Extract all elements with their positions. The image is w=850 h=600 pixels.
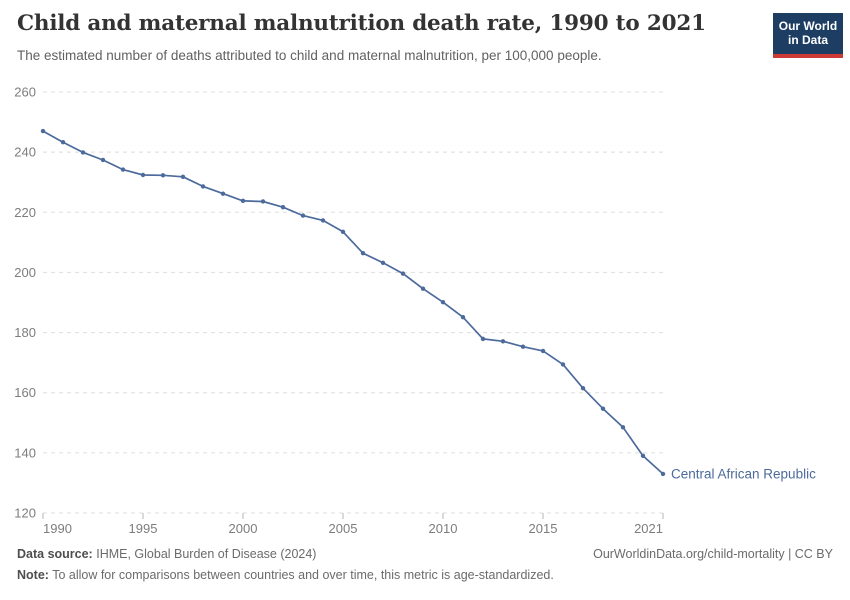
chart-footer: Data source: IHME, Global Burden of Dise… xyxy=(17,544,833,587)
owid-logo[interactable]: Our World in Data xyxy=(773,13,843,58)
data-point-marker[interactable] xyxy=(380,260,386,266)
note-line: Note: To allow for comparisons between c… xyxy=(17,565,833,586)
data-point-marker[interactable] xyxy=(320,218,326,223)
y-axis-tick-label: 180 xyxy=(14,325,36,340)
data-point-marker[interactable] xyxy=(440,299,446,305)
data-point-marker[interactable] xyxy=(80,150,86,155)
data-point-marker[interactable] xyxy=(160,173,166,178)
x-axis-tick-label: 2015 xyxy=(529,521,558,536)
data-point-marker[interactable] xyxy=(180,174,186,180)
data-point-marker[interactable] xyxy=(600,406,606,411)
footer-url[interactable]: OurWorldinData.org/child-mortality | CC … xyxy=(593,547,833,561)
owid-logo-line2: in Data xyxy=(787,33,828,48)
y-axis-tick-label: 200 xyxy=(14,265,36,280)
note-value: To allow for comparisons between countri… xyxy=(52,568,554,583)
data-point-marker[interactable] xyxy=(200,184,206,189)
y-axis-tick-label: 240 xyxy=(14,145,36,160)
series-end-label[interactable]: Central African Republic xyxy=(671,466,816,481)
data-point-marker[interactable] xyxy=(480,336,486,342)
data-point-marker[interactable] xyxy=(220,191,226,196)
data-point-marker[interactable] xyxy=(540,348,546,354)
data-point-marker[interactable] xyxy=(620,425,626,430)
data-point-marker[interactable] xyxy=(420,286,426,291)
data-point-marker[interactable] xyxy=(460,315,466,320)
data-point-marker[interactable] xyxy=(140,172,146,178)
note-label: Note: xyxy=(17,568,49,583)
series-line[interactable] xyxy=(42,130,664,475)
data-point-marker[interactable] xyxy=(100,157,106,163)
data-point-marker[interactable] xyxy=(280,204,286,210)
data-point-marker[interactable] xyxy=(340,229,346,235)
y-axis-tick-label: 140 xyxy=(14,445,36,460)
data-source-line: Data source: IHME, Global Burden of Dise… xyxy=(17,544,316,565)
data-source-value: IHME, Global Burden of Disease (2024) xyxy=(96,547,317,561)
data-point-marker[interactable] xyxy=(260,199,266,204)
data-point-marker[interactable] xyxy=(400,271,406,276)
y-axis-tick-label: 220 xyxy=(14,205,36,220)
x-axis-tick-label: 2000 xyxy=(229,521,258,536)
data-point-marker[interactable] xyxy=(60,140,66,145)
x-axis-tick-label: 1995 xyxy=(129,521,158,536)
data-point-marker[interactable] xyxy=(240,198,246,204)
data-point-marker[interactable] xyxy=(560,362,566,367)
x-axis-tick-label: 2021 xyxy=(634,521,663,536)
data-source-label: Data source: xyxy=(17,547,93,561)
page-title: Child and maternal malnutrition death ra… xyxy=(17,11,706,36)
data-point-marker[interactable] xyxy=(120,167,126,172)
data-point-marker[interactable] xyxy=(500,339,506,344)
x-axis-tick-label: 1990 xyxy=(43,521,72,536)
data-point-marker[interactable] xyxy=(660,471,666,477)
chart-subtitle: The estimated number of deaths attribute… xyxy=(17,48,602,63)
x-axis-tick-label: 2010 xyxy=(429,521,458,536)
data-point-marker[interactable] xyxy=(640,453,646,459)
data-point-marker[interactable] xyxy=(300,213,306,218)
x-axis-tick-label: 2005 xyxy=(329,521,358,536)
y-axis-tick-label: 160 xyxy=(14,385,36,400)
data-point-marker[interactable] xyxy=(580,386,586,391)
data-point-marker[interactable] xyxy=(360,250,366,256)
y-axis-tick-label: 120 xyxy=(14,506,36,521)
data-point-marker[interactable] xyxy=(40,128,46,134)
owid-logo-line1: Our World xyxy=(778,19,838,33)
data-point-marker[interactable] xyxy=(520,344,526,349)
y-axis-tick-label: 260 xyxy=(14,85,36,100)
